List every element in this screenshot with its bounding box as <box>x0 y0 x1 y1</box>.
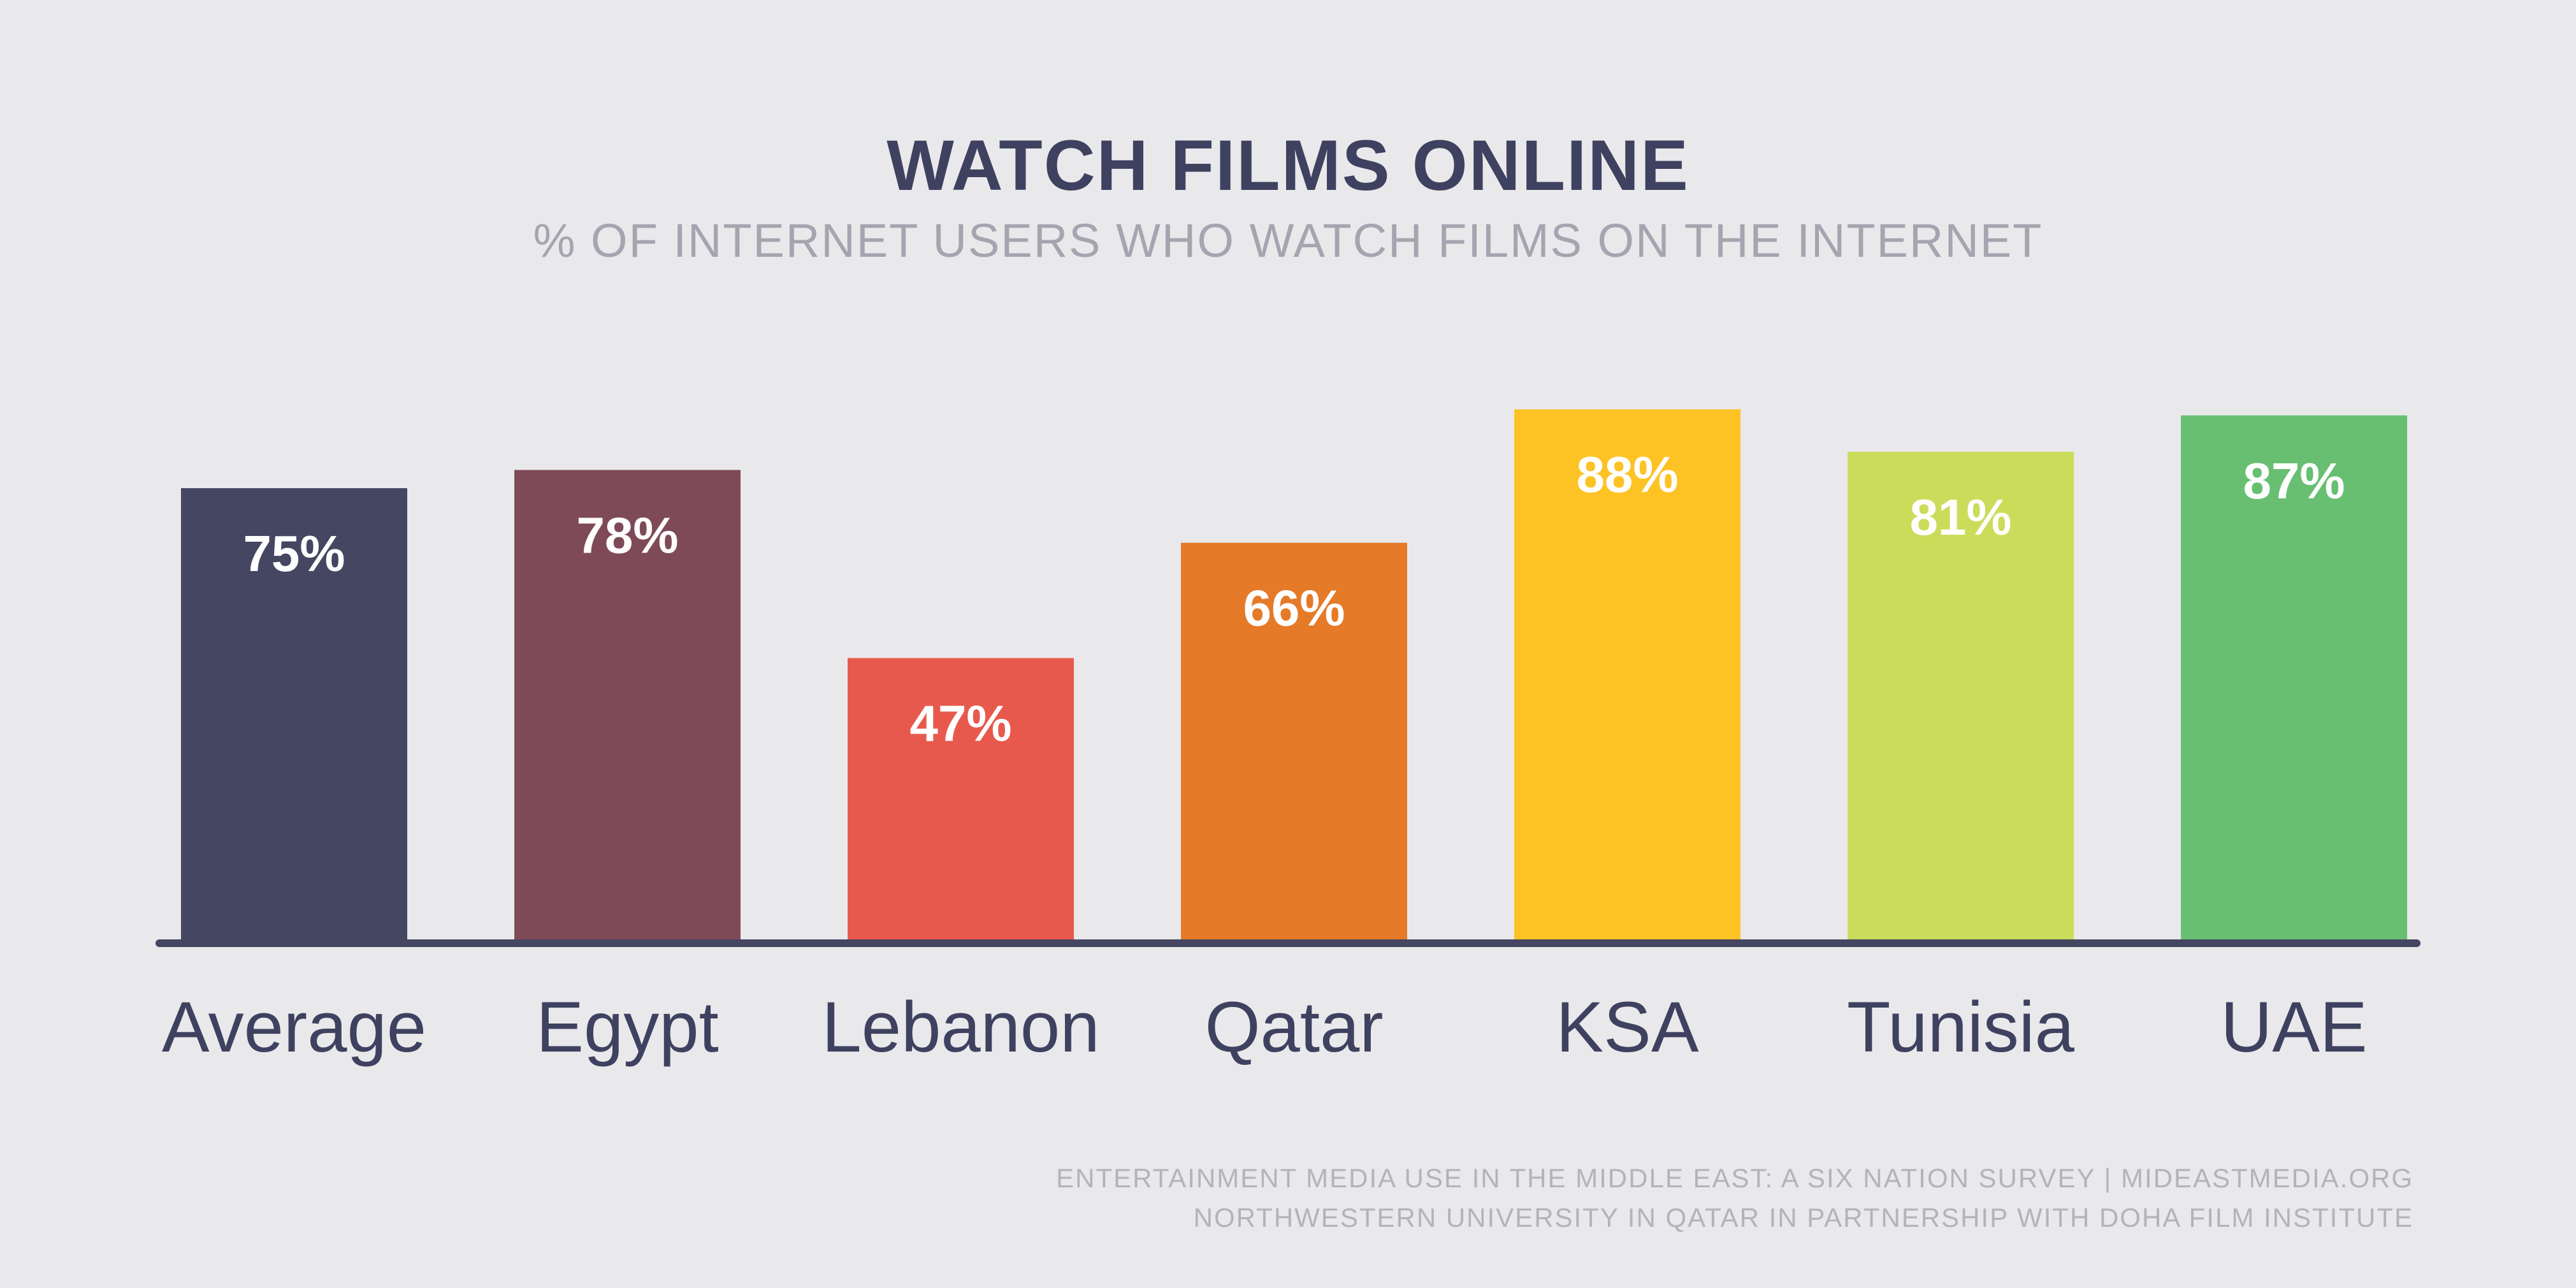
bar-qatar <box>1181 542 1407 943</box>
value-label-average: 75% <box>243 525 345 582</box>
category-label-egypt: Egypt <box>536 987 718 1067</box>
footer-credit: NORTHWESTERN UNIVERSITY IN QATAR IN PART… <box>1193 1203 2413 1233</box>
bar-ksa <box>1514 409 1740 943</box>
bar-uae <box>2181 415 2407 943</box>
bar-tunisia <box>1848 451 2074 943</box>
value-label-qatar: 66% <box>1243 580 1345 637</box>
bar-average <box>181 488 407 943</box>
chart-subtitle: % OF INTERNET USERS WHO WATCH FILMS ON T… <box>533 214 2043 267</box>
category-label-tunisia: Tunisia <box>1847 987 2075 1067</box>
footer-source: ENTERTAINMENT MEDIA USE IN THE MIDDLE EA… <box>1056 1163 2413 1193</box>
value-label-ksa: 88% <box>1576 446 1678 503</box>
category-label-ksa: KSA <box>1556 987 1698 1067</box>
value-label-tunisia: 81% <box>1909 489 2011 546</box>
category-label-uae: UAE <box>2220 987 2367 1067</box>
value-label-egypt: 78% <box>576 507 678 563</box>
value-label-uae: 87% <box>2243 452 2345 509</box>
bar-lebanon <box>848 658 1074 943</box>
category-label-qatar: Qatar <box>1205 987 1383 1067</box>
chart-title: WATCH FILMS ONLINE <box>886 126 1690 205</box>
bar-egypt <box>514 470 741 943</box>
category-label-lebanon: Lebanon <box>821 987 1099 1067</box>
category-label-average: Average <box>162 987 426 1067</box>
value-label-lebanon: 47% <box>909 695 1011 752</box>
